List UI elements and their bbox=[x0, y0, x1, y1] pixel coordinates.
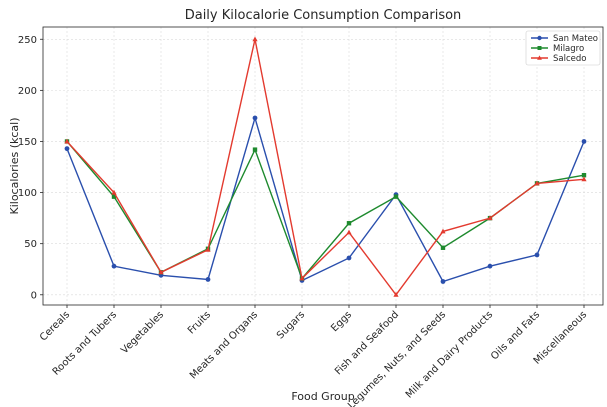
series-line bbox=[67, 141, 584, 278]
data-point bbox=[252, 36, 257, 41]
x-axis-title: Food Group bbox=[291, 390, 354, 403]
series-salcedo bbox=[64, 36, 586, 296]
legend-swatch-marker bbox=[538, 46, 542, 50]
y-axis-title: Kilocalories (kcal) bbox=[8, 117, 21, 214]
data-point bbox=[347, 221, 351, 225]
x-tick-label: Legumes, Nuts, and Seeds bbox=[346, 309, 448, 407]
data-point bbox=[582, 139, 587, 144]
plot-frame bbox=[43, 27, 603, 305]
legend-label: San Mateo bbox=[553, 34, 598, 44]
y-tick-label: 0 bbox=[31, 290, 37, 301]
series-line bbox=[67, 39, 584, 295]
chart-title: Daily Kilocalorie Consumption Comparison bbox=[185, 8, 462, 23]
series-lines bbox=[64, 36, 586, 296]
data-point bbox=[441, 279, 446, 284]
data-point bbox=[441, 246, 445, 250]
data-point bbox=[65, 146, 70, 151]
x-tick-label: Oils and Fats bbox=[489, 309, 542, 362]
y-tick-label: 250 bbox=[18, 35, 37, 46]
legend-label: Salcedo bbox=[553, 54, 586, 64]
x-tick-label: Sugars bbox=[275, 309, 307, 341]
y-tick-label: 50 bbox=[24, 239, 37, 250]
data-point bbox=[253, 147, 257, 151]
series-san-mateo bbox=[65, 116, 587, 284]
grid-lines bbox=[43, 27, 603, 305]
data-point bbox=[535, 253, 540, 258]
data-point bbox=[253, 116, 258, 121]
x-tick-label: Cereals bbox=[38, 309, 72, 343]
y-tick-label: 200 bbox=[18, 86, 37, 97]
x-tick-label: Eggs bbox=[329, 309, 354, 334]
x-tick-label: Milk and Dairy Products bbox=[404, 309, 495, 400]
legend-label: Milagro bbox=[553, 44, 584, 54]
data-point bbox=[112, 264, 117, 269]
x-tick-label: Vegetables bbox=[119, 309, 166, 356]
series-line bbox=[67, 118, 584, 282]
data-point bbox=[394, 194, 398, 198]
data-point bbox=[347, 256, 352, 261]
x-tick-label: Fruits bbox=[186, 309, 213, 336]
legend-swatch-marker bbox=[537, 36, 541, 40]
data-point bbox=[488, 264, 493, 269]
series-milagro bbox=[65, 139, 586, 280]
data-point bbox=[206, 277, 211, 282]
data-point bbox=[346, 230, 351, 235]
